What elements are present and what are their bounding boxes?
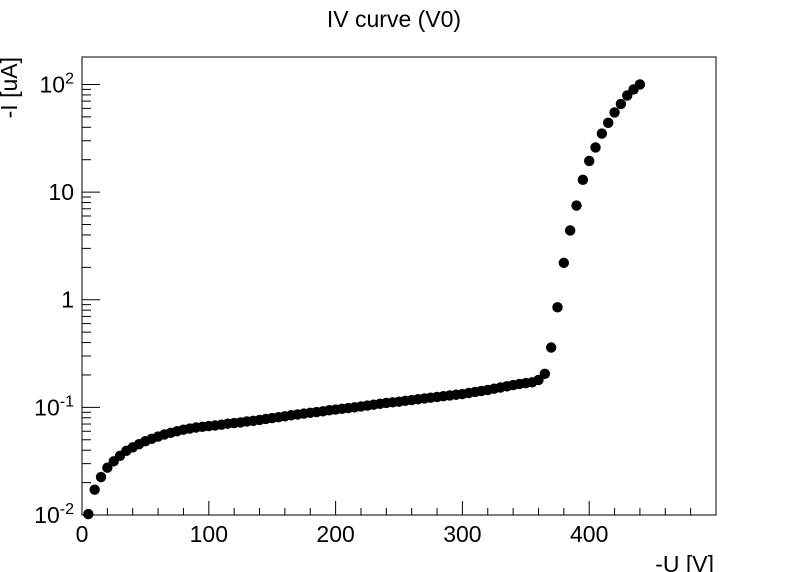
data-point: [89, 484, 100, 495]
data-point: [577, 174, 589, 186]
plot-frame: [81, 56, 717, 516]
y-tick-label: 10-1: [34, 393, 74, 420]
data-point: [95, 471, 107, 483]
y-axis: 10-2 10-1 1 10 102: [34, 70, 100, 528]
chart-title: IV curve (V0): [327, 6, 461, 32]
data-point: [552, 302, 563, 313]
data-point: [584, 155, 595, 167]
data-point: [590, 142, 601, 153]
data-point: [603, 117, 614, 129]
data-point: [609, 107, 620, 118]
y-tick-label: 10-2: [34, 501, 74, 528]
y-axis-label: -I [uA]: [0, 57, 22, 118]
data-series: [83, 79, 646, 520]
x-tick-label: 0: [76, 521, 89, 547]
data-point: [539, 368, 551, 380]
data-point: [102, 462, 113, 473]
data-point: [545, 342, 557, 353]
data-point: [615, 98, 627, 110]
data-point: [564, 225, 576, 236]
x-axis: 0 100 200 300 400: [76, 501, 717, 547]
data-point: [596, 128, 608, 139]
data-point: [571, 200, 582, 211]
x-tick-label: 300: [443, 521, 481, 547]
y-tick-label: 102: [40, 70, 75, 97]
data-point: [558, 257, 570, 269]
data-point: [83, 508, 94, 520]
x-tick-label: 200: [316, 521, 354, 547]
data-point: [634, 79, 646, 90]
x-axis-label: -U [V]: [655, 551, 714, 572]
y-tick-label: 10: [48, 179, 74, 205]
x-tick-label: 400: [570, 521, 608, 547]
x-tick-label: 100: [190, 521, 228, 547]
y-tick-label: 1: [61, 287, 74, 313]
